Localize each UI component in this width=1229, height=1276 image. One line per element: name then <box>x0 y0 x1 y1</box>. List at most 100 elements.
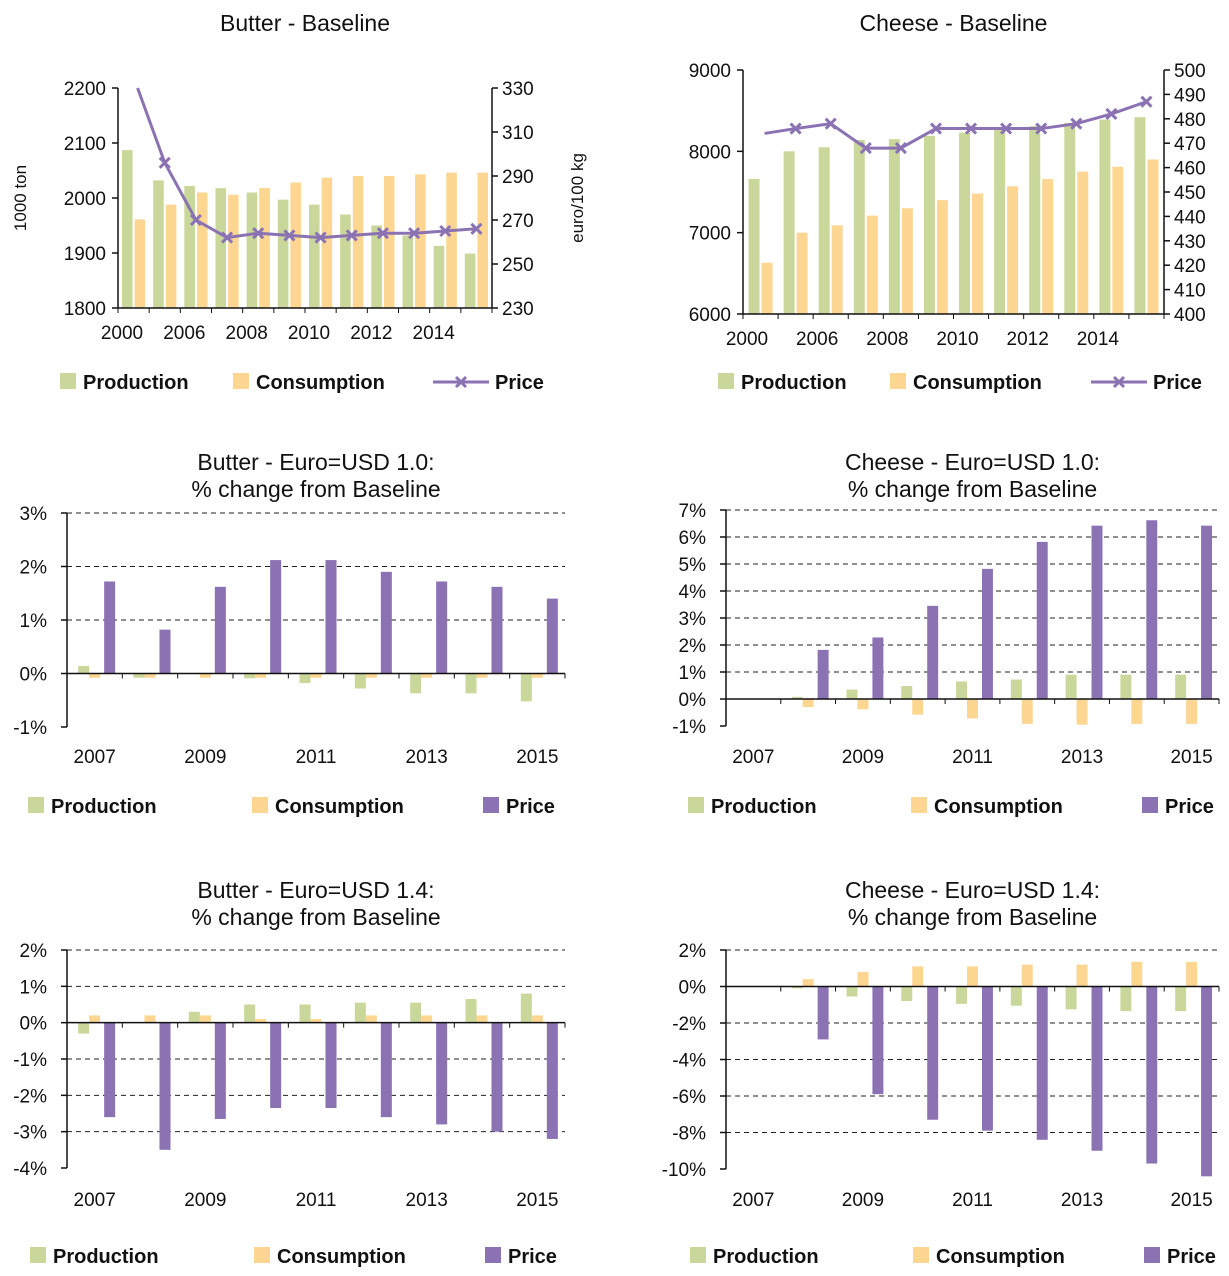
bar-consumption-2011 <box>352 176 364 308</box>
y-tick-label: 8000 <box>689 142 731 163</box>
y2-tick-label: 460 <box>1174 159 1206 180</box>
bar-production-2013 <box>402 235 414 308</box>
y2-tick-label: 450 <box>1174 183 1206 204</box>
y-tick-label: 1900 <box>64 244 106 265</box>
y2-tick-label: 270 <box>502 211 534 232</box>
y2-tick-label: 410 <box>1174 281 1206 302</box>
chart-1: Butter - Baseline 2200 2100 2000 1900 1800 330… <box>11 10 587 344</box>
y2-tick-label: 470 <box>1174 134 1206 155</box>
bar-consumption-2005 <box>165 204 177 308</box>
x-tick-label: 2007 <box>74 747 116 768</box>
legend-label-price: Price <box>495 372 544 394</box>
bar-consumption-2009 <box>199 1015 211 1023</box>
bar-production-2007 <box>78 1022 90 1034</box>
price-marker <box>1070 117 1083 130</box>
bar-price-2012 <box>1036 541 1048 699</box>
bar-price-2008 <box>817 649 829 699</box>
bar-price-2015 <box>1201 525 1213 699</box>
y-tick-label: 2% <box>679 941 707 962</box>
bar-consumption-2014 <box>446 172 457 308</box>
bar-consumption-2013 <box>1077 171 1089 314</box>
bar-price-2011 <box>325 560 337 674</box>
bar-production-2012 <box>354 673 366 689</box>
price-marker <box>470 222 483 235</box>
legend-label-consumption: Consumption <box>275 796 404 818</box>
bar-consumption-2000 <box>134 219 146 308</box>
bar-production-2007 <box>215 188 227 308</box>
y-tick-label: 5% <box>679 555 707 576</box>
bar-consumption-2009 <box>857 971 869 987</box>
legend-label-consumption: Consumption <box>934 796 1063 818</box>
chart-title-line-1: Butter - Euro=USD 1.4: <box>197 877 434 903</box>
bar-production-2015 <box>1175 674 1187 699</box>
bar-consumption-2007 <box>866 215 878 314</box>
bar-consumption-2012 <box>1021 699 1033 724</box>
bar-consumption-2010 <box>972 193 984 314</box>
chart-title-line-1: Cheese - Euro=USD 1.4: <box>845 877 1100 903</box>
bar-consumption-2011 <box>1007 186 1019 314</box>
x-tick-label: 2010 <box>936 329 978 350</box>
legend-swatch-consumption <box>913 1247 929 1263</box>
price-marker <box>345 229 358 242</box>
price-marker <box>1105 107 1118 120</box>
legend-swatch-consumption <box>890 373 906 389</box>
legend-swatch-price <box>483 797 499 813</box>
y-tick-label: -10% <box>662 1160 706 1181</box>
legend-swatch-price <box>485 1247 501 1263</box>
bar-price-2011 <box>325 1022 337 1109</box>
chart-2: Cheese - Baseline 9000 8000 7000 6000 500 490 4… <box>689 10 1206 350</box>
legend-swatch-price <box>1144 1247 1160 1263</box>
bar-consumption-2013 <box>421 1015 433 1023</box>
bar-price-2014 <box>1146 986 1158 1164</box>
y-tick-label: -3% <box>13 1123 47 1144</box>
bar-consumption-2013 <box>415 174 426 308</box>
x-tick-label: 2009 <box>184 1190 226 1211</box>
bar-consumption-2007 <box>89 673 101 678</box>
x-tick-label: 2008 <box>226 323 268 344</box>
y-tick-label: -6% <box>672 1087 706 1108</box>
bar-production-2006 <box>818 147 830 314</box>
bar-price-2008 <box>159 1022 171 1150</box>
bar-consumption-2010 <box>912 699 924 715</box>
bar-price-2011 <box>981 986 993 1131</box>
chart-title-line-2: % change from Baseline <box>191 476 440 502</box>
bar-price-2013 <box>436 1022 448 1125</box>
bar-consumption-2009 <box>936 200 948 314</box>
bar-consumption-2013 <box>421 673 433 678</box>
bar-price-2011 <box>981 568 993 699</box>
bar-consumption-2015 <box>1186 961 1198 987</box>
y2-tick-label: 400 <box>1174 305 1206 326</box>
bar-production-2008 <box>246 192 258 308</box>
bar-production-2012 <box>1029 126 1041 315</box>
bar-price-2012 <box>380 571 392 674</box>
y2-tick-label: 290 <box>502 167 534 188</box>
bar-price-2010 <box>927 986 939 1120</box>
price-marker <box>439 224 452 238</box>
y-tick-label: 0% <box>679 978 707 999</box>
bar-production-2014 <box>465 999 477 1023</box>
bar-consumption-2009 <box>290 182 302 308</box>
bar-price-2009 <box>214 586 226 674</box>
x-tick-label: 2011 <box>952 747 993 768</box>
legend: Production Consumption Price <box>688 796 1214 818</box>
price-marker <box>789 122 802 135</box>
bar-consumption-2012 <box>365 1015 377 1023</box>
chart-title-line-1: Cheese - Euro=USD 1.0: <box>845 449 1100 475</box>
bar-production-2007 <box>78 666 90 674</box>
bar-production-2010 <box>244 673 256 679</box>
bar-production-2010 <box>244 1004 256 1023</box>
y2-tick-label: 250 <box>502 255 534 276</box>
y-tick-label: 2000 <box>64 189 106 210</box>
legend: Production Consumption Price <box>718 372 1202 394</box>
bar-production-2013 <box>410 1002 422 1023</box>
chart-title-line-2: % change from Baseline <box>848 904 1097 930</box>
legend-label-production: Production <box>741 372 847 394</box>
bar-production-2008 <box>791 696 803 699</box>
y2-tick-label: 490 <box>1174 85 1206 106</box>
bar-price-2008 <box>159 629 171 674</box>
bar-production-2013 <box>410 673 422 694</box>
x-tick-label: 2011 <box>952 1190 993 1211</box>
bar-consumption-2010 <box>321 177 333 308</box>
bar-price-2007 <box>104 1022 116 1118</box>
